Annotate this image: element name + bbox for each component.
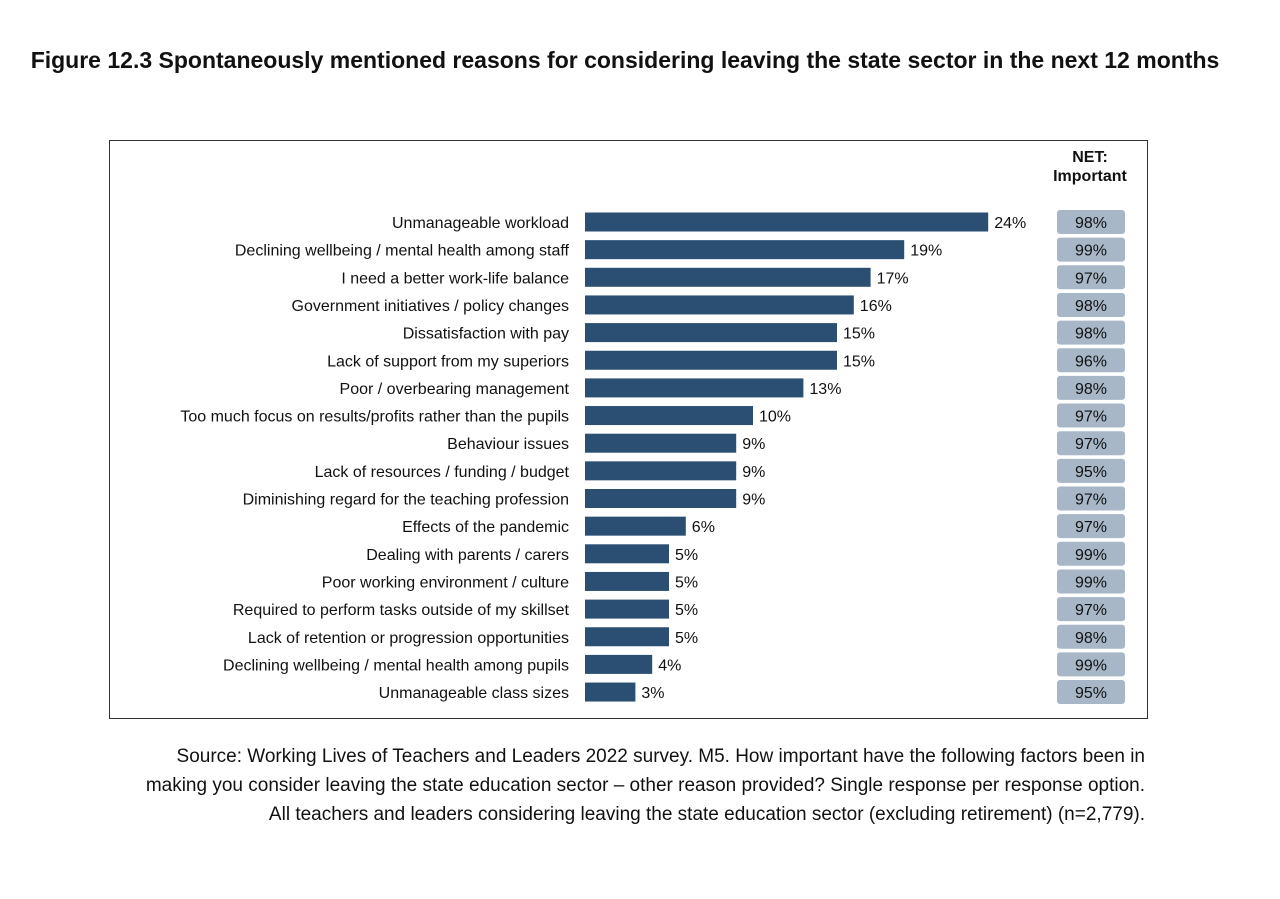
net-header-line1: NET: (1072, 149, 1108, 166)
net-important-value: 97% (1075, 270, 1107, 287)
category-label: Lack of retention or progression opportu… (248, 630, 569, 647)
bar (585, 544, 669, 564)
net-important-value: 95% (1075, 685, 1107, 702)
net-important-value: 99% (1075, 657, 1107, 674)
net-important-badge (1057, 431, 1125, 456)
net-important-value: 98% (1075, 381, 1107, 398)
bar (585, 295, 854, 315)
bar-value-label: 13% (809, 381, 841, 398)
bar-value-label: 4% (658, 657, 681, 674)
net-important-badge (1057, 348, 1125, 373)
bar-value-label: 15% (843, 326, 875, 343)
category-label: Too much focus on results/profits rather… (180, 409, 569, 426)
chart-frame (109, 140, 1148, 719)
bar-value-label: 19% (910, 243, 942, 260)
bar (585, 323, 837, 343)
net-important-value: 95% (1075, 464, 1107, 481)
bar-value-label: 3% (641, 685, 664, 702)
bar-value-label: 15% (843, 353, 875, 370)
category-label: Dealing with parents / carers (366, 547, 569, 564)
net-header-line2: Important (1053, 168, 1127, 185)
bar (585, 240, 905, 260)
net-important-badge (1057, 680, 1125, 705)
net-important-badge (1057, 486, 1125, 511)
bar (585, 627, 669, 647)
category-label: Dissatisfaction with pay (403, 326, 569, 343)
net-important-value: 96% (1075, 353, 1107, 370)
net-important-badge (1057, 292, 1125, 317)
bar-value-label: 17% (877, 270, 909, 287)
net-important-badge (1057, 237, 1125, 262)
net-important-badge (1057, 652, 1125, 677)
category-label: Unmanageable class sizes (379, 685, 569, 702)
bar-value-label: 5% (675, 574, 698, 591)
category-label: Diminishing regard for the teaching prof… (243, 492, 569, 509)
net-important-badge (1057, 541, 1125, 566)
net-important-value: 99% (1075, 243, 1107, 260)
net-important-value: 98% (1075, 326, 1107, 343)
bar (585, 489, 737, 508)
bar (585, 212, 989, 232)
net-important-value: 99% (1075, 574, 1107, 591)
net-important-value: 99% (1075, 547, 1107, 564)
bar-value-label: 9% (742, 436, 765, 453)
category-label: Declining wellbeing / mental health amon… (235, 243, 570, 260)
net-important-badge (1057, 514, 1125, 539)
source-note: Source: Working Lives of Teachers and Le… (145, 746, 1145, 825)
category-label: Government initiatives / policy changes (292, 298, 569, 315)
category-label: Declining wellbeing / mental health amon… (223, 657, 569, 674)
bar-value-label: 5% (675, 547, 698, 564)
bar (585, 654, 653, 674)
bar (585, 461, 737, 481)
bar (585, 516, 686, 536)
net-important-badge (1057, 569, 1125, 594)
category-label: I need a better work-life balance (341, 270, 569, 287)
bar (585, 433, 737, 453)
net-important-value: 97% (1075, 492, 1107, 509)
net-important-badge (1057, 265, 1125, 290)
net-important-value: 98% (1075, 630, 1107, 647)
net-important-value: 97% (1075, 409, 1107, 426)
category-label: Effects of the pandemic (402, 519, 569, 536)
bar (585, 378, 804, 398)
category-label: Behaviour issues (447, 436, 569, 453)
category-label: Lack of support from my superiors (327, 353, 569, 370)
bar (585, 599, 669, 619)
bar-value-label: 9% (742, 464, 765, 481)
net-important-badge (1057, 320, 1125, 345)
category-label: Lack of resources / funding / budget (315, 464, 570, 481)
net-important-value: 97% (1075, 519, 1107, 536)
net-important-value: 97% (1075, 602, 1107, 619)
bar-value-label: 9% (742, 492, 765, 509)
net-important-badge (1057, 597, 1125, 622)
bar-value-label: 16% (860, 298, 892, 315)
bar-value-label: 5% (675, 602, 698, 619)
net-important-badge (1057, 403, 1125, 428)
bar (585, 571, 669, 591)
bar-value-label: 6% (692, 519, 715, 536)
bar-value-label: 24% (994, 215, 1026, 232)
category-label: Poor working environment / culture (322, 574, 569, 591)
bar-value-label: 10% (759, 409, 791, 426)
net-important-badge (1057, 210, 1125, 234)
net-important-badge (1057, 458, 1125, 483)
category-label: Unmanageable workload (392, 215, 569, 232)
category-label: Poor / overbearing management (340, 381, 570, 398)
bar (585, 682, 636, 702)
net-important-header: NET: Important (1040, 148, 1140, 186)
bar (585, 350, 837, 370)
chart-title: Figure 12.3 Spontaneously mentioned reas… (30, 47, 1220, 73)
bar (585, 406, 753, 426)
net-important-badge (1057, 375, 1125, 400)
net-important-badge (1057, 624, 1125, 649)
net-important-value: 98% (1075, 298, 1107, 315)
category-label: Required to perform tasks outside of my … (233, 602, 570, 619)
net-important-value: 98% (1075, 215, 1107, 232)
net-important-value: 97% (1075, 436, 1107, 453)
bar (585, 267, 871, 287)
bar-value-label: 5% (675, 630, 698, 647)
